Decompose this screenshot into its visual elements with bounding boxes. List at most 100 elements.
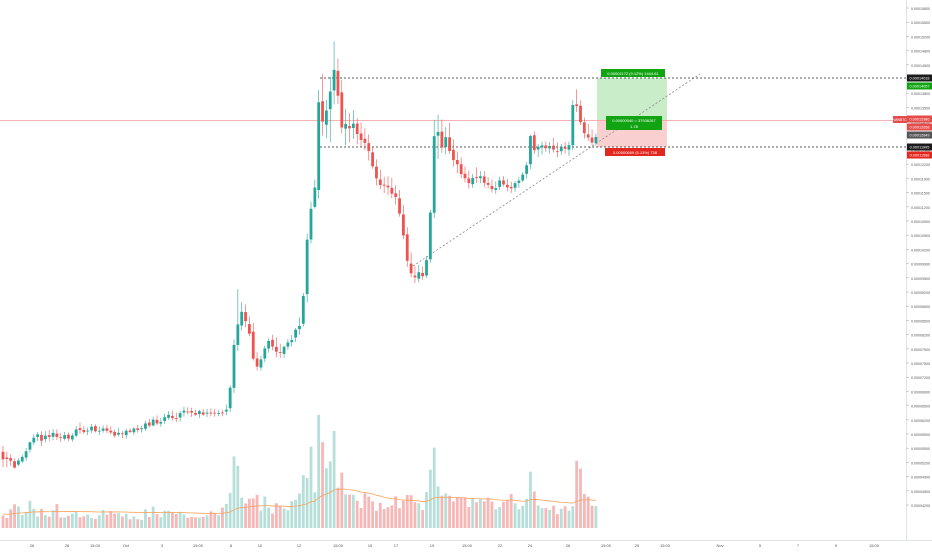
candle-body xyxy=(559,146,563,152)
candle-body xyxy=(171,415,174,418)
candle-body xyxy=(340,92,344,128)
candle-body xyxy=(213,412,217,414)
x-tick-label: 9 xyxy=(835,543,838,548)
volume-bar xyxy=(217,515,220,528)
x-tick-label: 15 xyxy=(368,543,373,548)
candle-body xyxy=(455,159,459,165)
y-tick-label: 0.00007900 xyxy=(911,348,930,352)
volume-bar xyxy=(363,493,367,528)
candle-body xyxy=(321,101,324,122)
candle-body xyxy=(490,185,494,190)
volume-bar xyxy=(182,514,186,528)
volume-bar xyxy=(452,501,455,528)
volume-bar xyxy=(332,430,336,528)
candle-body xyxy=(132,428,136,433)
volume-bar xyxy=(444,493,448,528)
y-tick-label: 0.00004500 xyxy=(911,490,930,494)
x-tick-label: 15:00 xyxy=(601,543,612,548)
volume-bar xyxy=(328,461,332,528)
volume-bar xyxy=(371,501,374,528)
candle-body xyxy=(482,176,486,183)
volume-bar xyxy=(552,505,555,528)
volume-bar xyxy=(32,508,36,528)
candle-body xyxy=(571,104,575,146)
volume-bar xyxy=(582,493,586,528)
volume-bar xyxy=(517,509,521,528)
volume-bar xyxy=(74,511,78,528)
volume-bar xyxy=(317,414,321,528)
candle-body xyxy=(144,423,147,429)
candle-body xyxy=(575,104,579,107)
stop-price-label-bg xyxy=(907,143,932,151)
x-tick-label: 22 xyxy=(498,543,503,548)
volume-bar xyxy=(174,513,178,528)
volume-bar xyxy=(413,502,417,528)
x-tick-label: 3 xyxy=(161,543,164,548)
y-tick-label: 0.00010500 xyxy=(911,234,930,238)
candle-body xyxy=(582,122,586,134)
volume-bar xyxy=(178,511,182,528)
candle-body xyxy=(182,410,186,413)
volume-bar xyxy=(505,500,509,528)
candle-body xyxy=(371,152,374,167)
y-tick-label: 0.00008900 xyxy=(911,305,930,309)
volume-bar xyxy=(405,494,409,528)
volume-bar xyxy=(70,513,74,528)
volume-bar xyxy=(532,491,536,528)
candle-body xyxy=(43,435,47,440)
x-tick-label: 15:00 xyxy=(869,543,880,548)
x-tick-label: 12 xyxy=(297,543,302,548)
y-tick-label: 0.00005900 xyxy=(911,433,930,437)
volume-bar xyxy=(86,514,90,528)
candle-body xyxy=(421,272,425,277)
candle-body xyxy=(436,132,440,136)
candle-body xyxy=(563,146,567,149)
target-sub-label-bg xyxy=(907,82,932,90)
x-tick-label: 10 xyxy=(258,543,263,548)
volume-bar xyxy=(417,503,421,528)
stop-badge-bg xyxy=(605,148,665,156)
candle-body xyxy=(502,180,505,185)
volume-bar xyxy=(236,465,240,528)
volume-bar xyxy=(244,503,247,528)
x-tick-label: 17 xyxy=(394,543,399,548)
candle-body xyxy=(190,410,194,413)
candle-body xyxy=(382,184,386,186)
volume-bar xyxy=(540,508,544,528)
candle-body xyxy=(444,137,448,147)
candle-body xyxy=(244,312,247,322)
y-tick-label: 0.00010900 xyxy=(911,220,930,224)
volume-bar xyxy=(340,472,344,528)
x-tick-label: 15:00 xyxy=(193,543,204,548)
candle-body xyxy=(147,422,151,426)
candle-body xyxy=(467,178,471,184)
volume-bar xyxy=(140,520,143,528)
volume-bar xyxy=(298,493,301,528)
volume-bar xyxy=(274,503,278,528)
volume-bar xyxy=(267,507,271,528)
current-price-label: 0.00012986 xyxy=(909,118,929,122)
candle-body xyxy=(402,214,405,236)
candle-body xyxy=(263,348,267,359)
volume-bar xyxy=(101,510,105,528)
candle-body xyxy=(367,143,371,152)
candle-body xyxy=(240,311,244,326)
stop-price-label: 0.00011995 xyxy=(910,146,930,150)
volume-bar xyxy=(348,494,351,528)
volume-bar xyxy=(579,468,582,528)
volume-bar xyxy=(124,513,128,528)
volume-bar xyxy=(521,505,525,528)
volume-bar xyxy=(13,504,16,528)
candle-body xyxy=(209,412,213,414)
volume-bar xyxy=(144,509,147,528)
candle-body xyxy=(417,272,421,279)
candle-body xyxy=(328,91,332,110)
candle-body xyxy=(594,136,598,144)
volume-bar xyxy=(82,516,86,528)
candle-body xyxy=(217,413,220,414)
volume-bar xyxy=(128,519,132,528)
candle-body xyxy=(67,434,70,439)
target-sub-label: 0.00014057 xyxy=(909,85,929,89)
volume-bar xyxy=(475,502,478,528)
